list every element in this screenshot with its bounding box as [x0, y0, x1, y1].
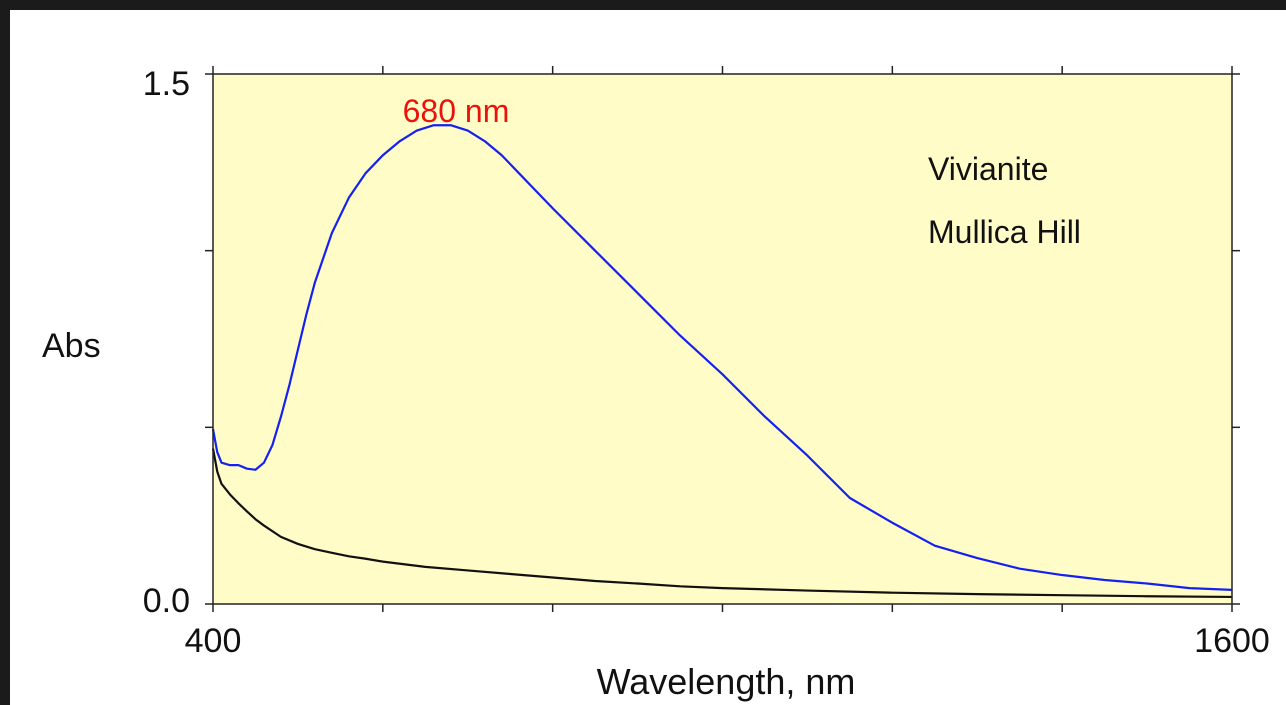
tick-layer [205, 66, 1240, 612]
y-tick-label-bottom: 0.0 [143, 582, 190, 620]
plot-frame [212, 73, 1233, 605]
left-border [0, 0, 10, 705]
x-tick-label-right: 1600 [1194, 622, 1270, 660]
y-axis-label: Abs [42, 327, 101, 365]
series-line-2 [211, 448, 1233, 599]
x-tick-label-left: 400 [185, 622, 242, 660]
legend-line-2: Mullica Hill [928, 214, 1081, 250]
legend-line-1: Vivianite [928, 151, 1048, 187]
series-line-1 [211, 124, 1233, 591]
series-layer [211, 124, 1233, 599]
top-border [0, 0, 1286, 10]
x-axis-label: Wavelength, nm [597, 661, 856, 702]
peak-annotation: 680 nm [403, 93, 510, 129]
y-tick-label-top: 1.5 [143, 65, 190, 103]
plot-area [213, 74, 1232, 604]
